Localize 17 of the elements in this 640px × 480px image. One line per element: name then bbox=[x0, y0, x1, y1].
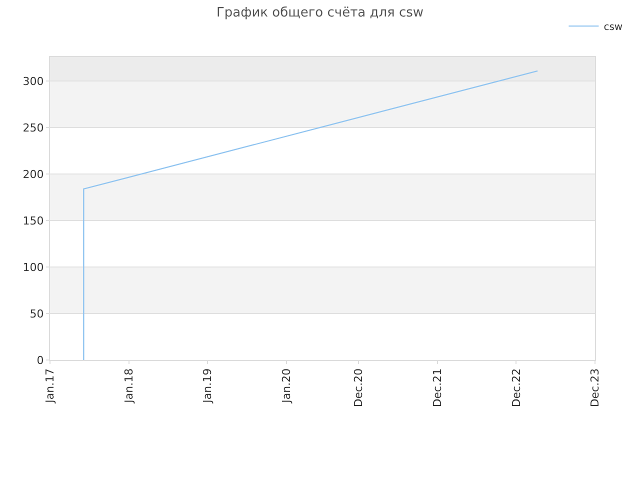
y-tick-label: 200 bbox=[22, 168, 44, 181]
y-tick-label: 0 bbox=[36, 354, 44, 367]
x-tick-label: Jan.18 bbox=[122, 368, 136, 404]
x-tick-label: Dec.22 bbox=[510, 368, 523, 408]
chart-title: График общего счёта для csw bbox=[216, 5, 424, 20]
x-tick-label: Jan.17 bbox=[44, 368, 57, 404]
y-tick-label: 300 bbox=[22, 75, 44, 88]
x-tick-label: Jan.20 bbox=[280, 368, 293, 404]
x-tick-label: Jan.19 bbox=[201, 368, 214, 404]
x-tick-label: Dec.21 bbox=[431, 368, 444, 408]
x-tick-label: Dec.23 bbox=[588, 368, 602, 408]
y-tick-label: 150 bbox=[22, 214, 44, 228]
legend-label: csw bbox=[604, 22, 623, 33]
x-tick-label: Dec.20 bbox=[352, 368, 366, 408]
y-tick-label: 50 bbox=[30, 307, 44, 320]
y-tick-label: 250 bbox=[22, 121, 44, 134]
y-tick-label: 100 bbox=[22, 260, 44, 274]
